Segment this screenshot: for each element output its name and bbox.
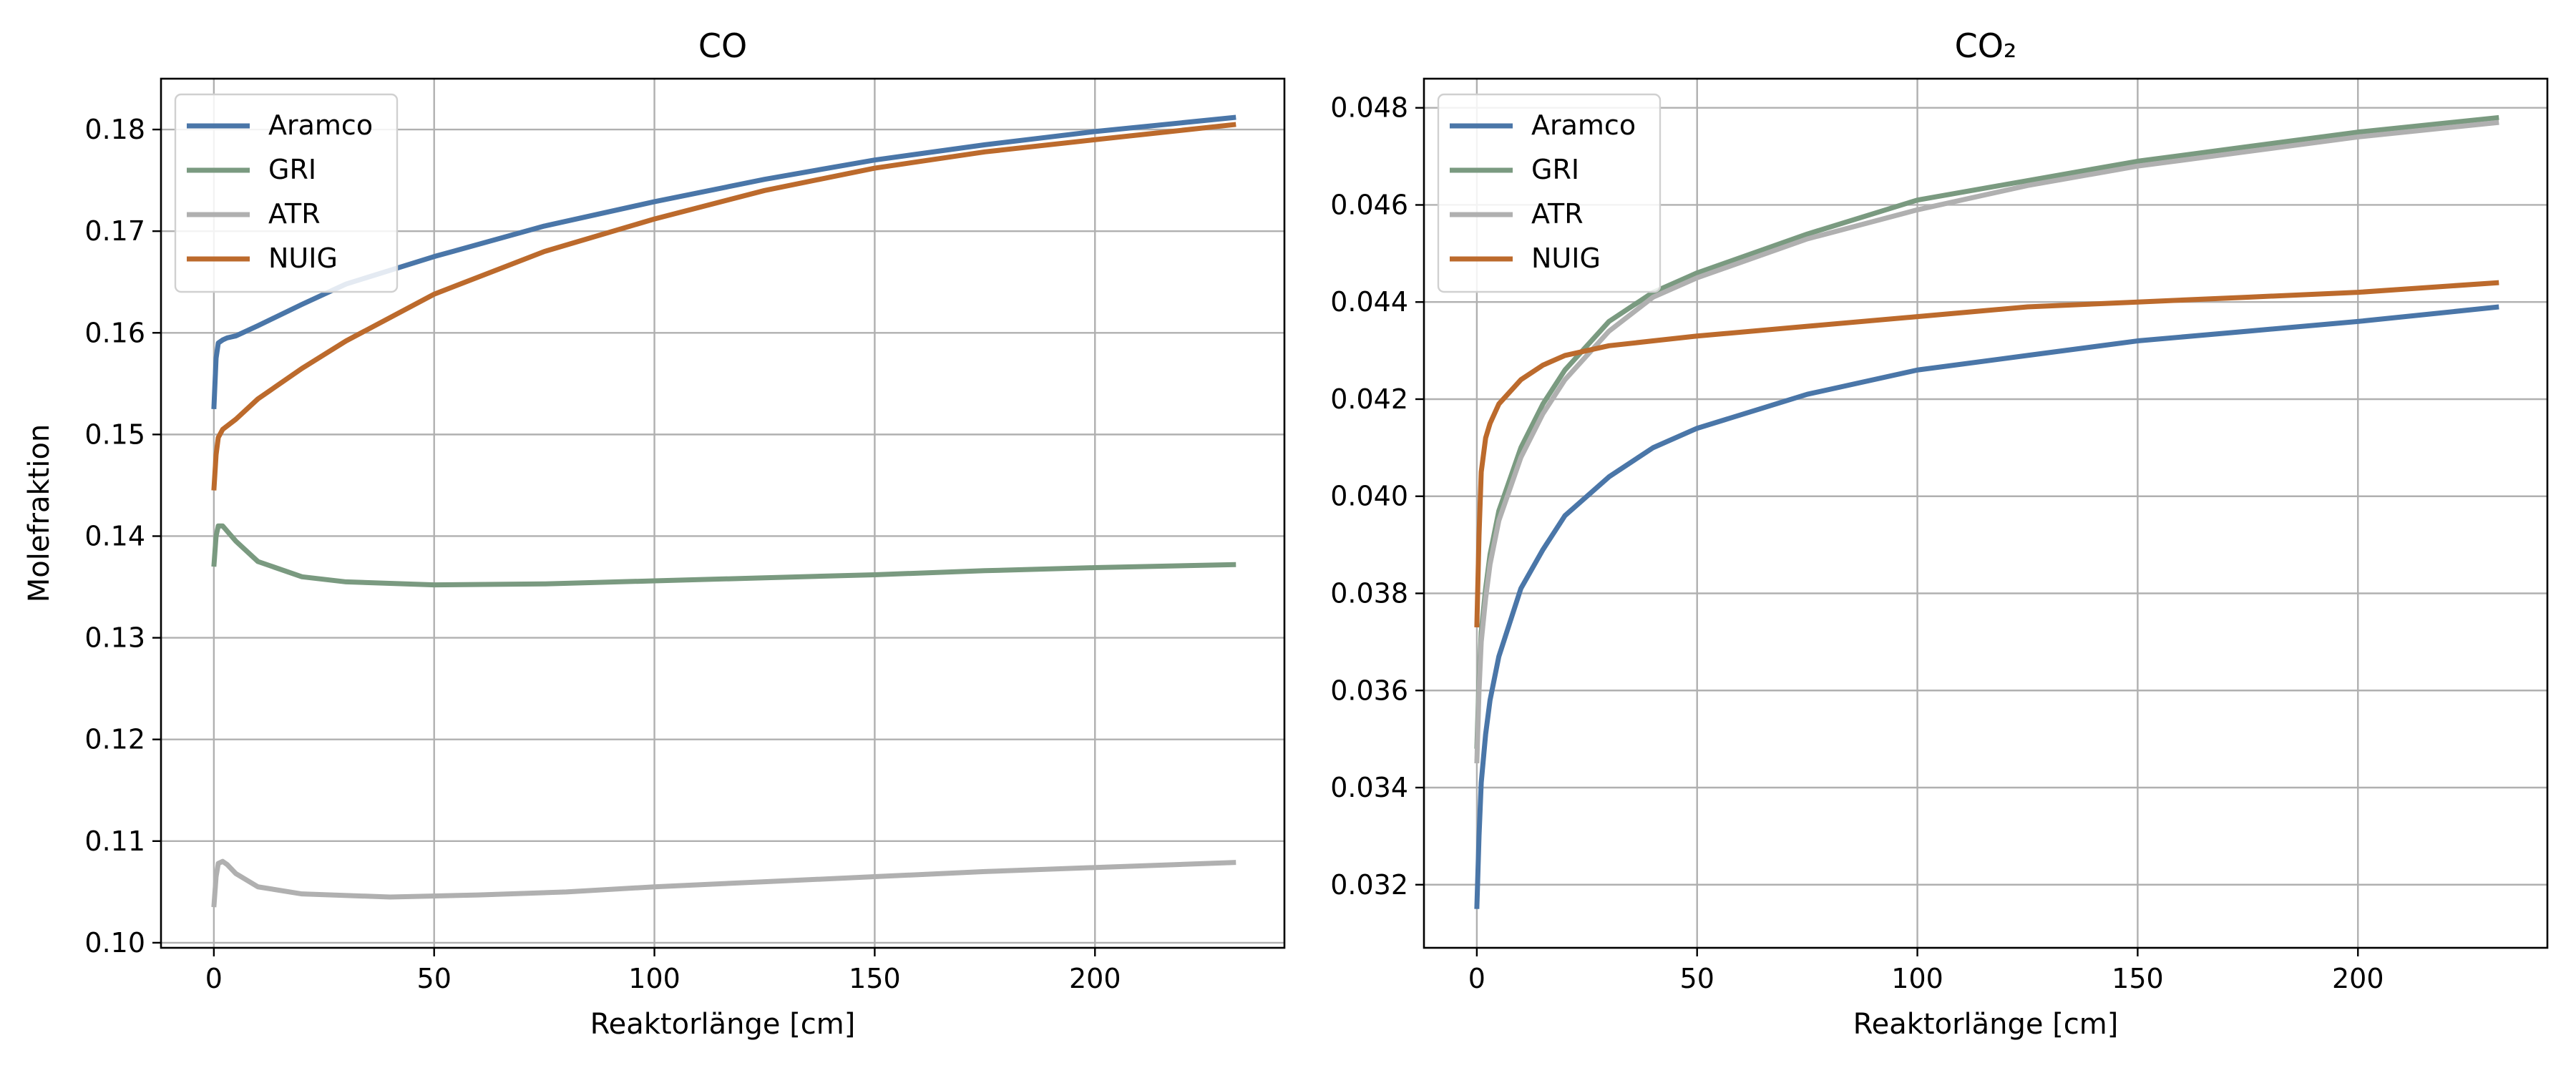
chart-2-x-axis-label: Reaktorlänge [cm] [1853, 1008, 2119, 1041]
chart-1-y-tick-label-3: 0.13 [84, 622, 145, 654]
chart-2-y-tick-label-1: 0.034 [1330, 772, 1408, 803]
chart-1-legend-label-gri: GRI [268, 154, 316, 185]
chart-1-y-tick-label-8: 0.18 [84, 114, 145, 145]
chart-2-x-tick-label-1: 50 [1680, 963, 1714, 994]
chart-2-legend-label-gri: GRI [1531, 154, 1579, 185]
chart-2-x-tick-label-2: 100 [1891, 963, 1943, 994]
chart-1-y-tick-label-5: 0.15 [84, 418, 145, 450]
chart-1-y-tick-label-6: 0.16 [84, 317, 145, 348]
chart-2-frame [1423, 77, 2549, 949]
chart-2-y-tick-label-5: 0.042 [1330, 383, 1408, 415]
chart-2-x-tick-label-4: 200 [2332, 963, 2384, 994]
chart-1-series-nuig [211, 122, 1236, 491]
chart-1-y-axis-label: Molefraktion [23, 424, 56, 603]
chart-1-x-tick-label-2: 100 [628, 963, 680, 994]
chart-1-y-tick-label-1: 0.11 [84, 825, 145, 857]
chart-1-legend-label-nuig: NUIG [268, 242, 338, 274]
chart-2-y-tick-label-2: 0.036 [1330, 675, 1408, 706]
chart-2-y-tick-label-4: 0.040 [1330, 481, 1408, 512]
chart-2-x-tick-label-3: 150 [2112, 963, 2164, 994]
chart-1-legend-label-aramco: Aramco [268, 109, 373, 141]
chart-2-legend-box [1437, 93, 1662, 293]
chart-2-series-atr [1474, 119, 2499, 764]
chart-2-y-tick-label-6: 0.044 [1330, 286, 1408, 318]
chart-1-y-tick-label-7: 0.17 [84, 215, 145, 247]
chart-1-x-tick-label-4: 200 [1069, 963, 1121, 994]
chart-2-x-tick-label-0: 0 [1468, 963, 1485, 994]
chart-1-legend-label-atr: ATR [268, 198, 321, 230]
chart-2-legend-label-nuig: NUIG [1531, 242, 1601, 274]
chart-1-title: CO [698, 26, 747, 65]
chart-1-series-gri [211, 523, 1236, 588]
chart-2-legend: Aramco GRI ATR NUIG [1437, 93, 1662, 293]
chart-2-y-tick-label-8: 0.048 [1330, 92, 1408, 124]
chart-2: 0 50 100 150 200 0.032 0.034 0.036 0.038 0.040 0.0… [1330, 26, 2549, 1041]
chart-2-y-tick-label-3: 0.038 [1330, 577, 1408, 609]
chart-2-y-tick-label-0: 0.032 [1330, 869, 1408, 901]
chart-1-x-tick-label-0: 0 [205, 963, 223, 994]
chart-1-y-tick-label-0: 0.10 [84, 927, 145, 959]
chart-1-legend-box [174, 93, 399, 293]
chart-1-frame [160, 77, 1286, 949]
chart-1-legend: Aramco GRI ATR NUIG [174, 93, 399, 293]
chart-2-legend-label-aramco: Aramco [1531, 109, 1636, 141]
chart-2-series-aramco [1474, 304, 2499, 909]
chart-1-y-tick-label-2: 0.12 [84, 724, 145, 755]
chart-1-x-axis-label: Reaktorlänge [cm] [590, 1008, 856, 1041]
chart-2-series-nuig [1474, 280, 2499, 628]
chart-2-legend-label-atr: ATR [1531, 198, 1584, 230]
chart-2-series-group [1474, 114, 2499, 909]
chart-1-y-tick-label-4: 0.14 [84, 520, 145, 552]
chart-1-x-tick-label-1: 50 [417, 963, 452, 994]
chart-1-x-tick-label-3: 150 [849, 963, 901, 994]
chart-1: 0 50 100 150 200 0.10 0.11 0.12 0.13 0.14 0.15 0.16… [23, 26, 1286, 1041]
chart-2-title: CO₂ [1955, 26, 2017, 65]
chart-1-series-atr [211, 858, 1236, 908]
chart-2-y-tick-label-7: 0.046 [1330, 189, 1408, 220]
